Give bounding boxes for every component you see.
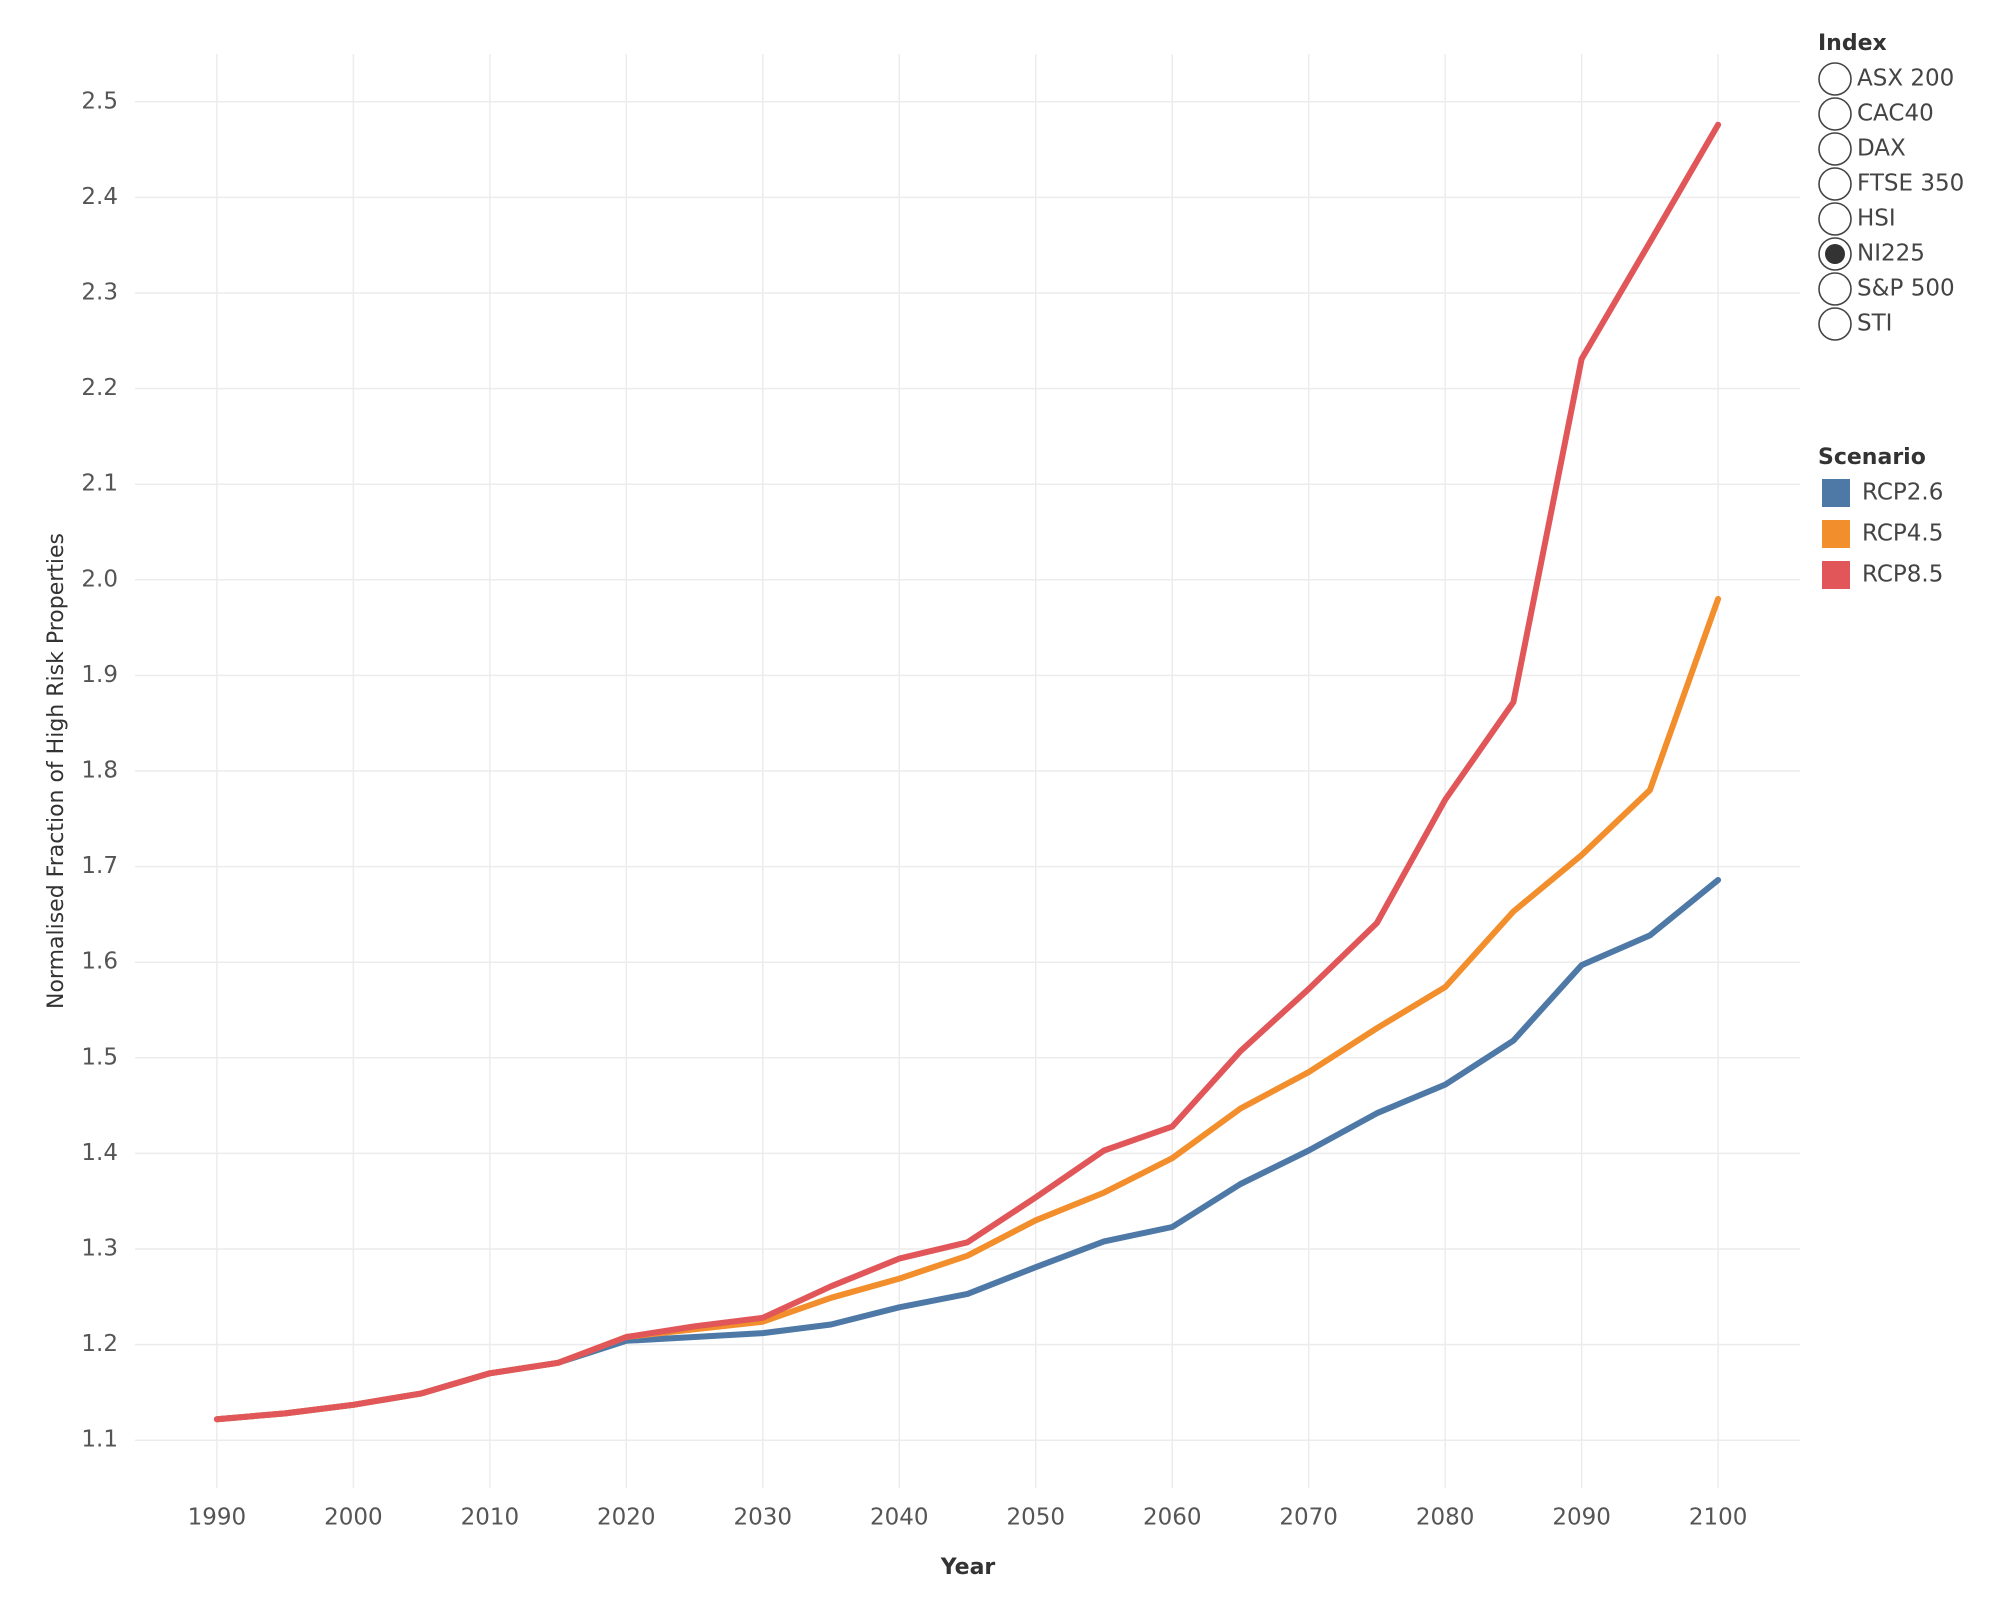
x-tick-label: 2060 xyxy=(1143,1505,1202,1531)
x-tick-label: 2010 xyxy=(461,1505,520,1531)
legend-label: RCP2.6 xyxy=(1862,480,1943,506)
legend-swatch xyxy=(1822,561,1850,589)
x-tick-label: 1990 xyxy=(188,1505,247,1531)
legend-swatch xyxy=(1822,479,1850,507)
legend-title: Scenario xyxy=(1818,445,1926,470)
radio-button[interactable] xyxy=(1818,97,1852,131)
x-tick-label: 2040 xyxy=(870,1505,929,1531)
radio-label: FTSE 350 xyxy=(1857,171,1964,197)
radio-option[interactable]: STI xyxy=(1818,307,1892,341)
x-tick-label: 2030 xyxy=(734,1505,793,1531)
filter-title: Index xyxy=(1818,31,1887,56)
x-tick-label: 2050 xyxy=(1006,1505,1065,1531)
x-tick-label: 2100 xyxy=(1689,1505,1748,1531)
x-tick-label: 2070 xyxy=(1279,1505,1338,1531)
radio-option[interactable]: FTSE 350 xyxy=(1818,167,1964,201)
radio-button[interactable] xyxy=(1818,62,1852,96)
x-tick-label: 2000 xyxy=(324,1505,383,1531)
radio-button[interactable] xyxy=(1818,132,1852,166)
radio-label: S&P 500 xyxy=(1857,276,1955,302)
y-axis-title: Normalised Fraction of High Risk Propert… xyxy=(44,533,69,1009)
y-tick-label: 1.1 xyxy=(81,1427,118,1453)
radio-option[interactable]: NI225 xyxy=(1818,237,1925,271)
radio-option[interactable]: DAX xyxy=(1818,132,1906,166)
radio-dot xyxy=(1825,244,1845,264)
radio-button[interactable] xyxy=(1818,307,1852,341)
y-tick-label: 2.5 xyxy=(81,88,118,114)
legend-swatch xyxy=(1822,520,1850,548)
y-tick-label: 2.3 xyxy=(81,280,118,306)
y-tick-label: 1.2 xyxy=(81,1331,118,1357)
x-tick-label: 2020 xyxy=(597,1505,656,1531)
y-tick-label: 2.4 xyxy=(81,184,118,210)
y-tick-label: 1.4 xyxy=(81,1140,118,1166)
y-tick-label: 2.2 xyxy=(81,375,118,401)
radio-option[interactable]: ASX 200 xyxy=(1818,62,1954,96)
y-tick-label: 1.3 xyxy=(81,1236,118,1262)
radio-option[interactable]: CAC40 xyxy=(1818,97,1934,131)
radio-button[interactable] xyxy=(1818,272,1852,306)
y-tick-label: 1.9 xyxy=(81,662,118,688)
radio-label: STI xyxy=(1857,311,1892,337)
radio-label: ASX 200 xyxy=(1857,66,1954,92)
radio-option[interactable]: HSI xyxy=(1818,202,1896,236)
y-tick-label: 2.0 xyxy=(81,566,118,592)
x-tick-label: 2080 xyxy=(1416,1505,1475,1531)
radio-button[interactable] xyxy=(1818,167,1852,201)
line-series xyxy=(213,121,1722,1423)
line-series xyxy=(213,877,1722,1423)
radio-option[interactable]: S&P 500 xyxy=(1818,272,1955,306)
y-tick-label: 1.7 xyxy=(81,853,118,879)
radio-label: DAX xyxy=(1857,136,1906,162)
legend-label: RCP8.5 xyxy=(1862,562,1943,588)
radio-label: CAC40 xyxy=(1857,101,1934,127)
x-axis-title: Year xyxy=(940,1555,996,1580)
x-tick-label: 2090 xyxy=(1552,1505,1611,1531)
legend-label: RCP4.5 xyxy=(1862,521,1943,547)
radio-button[interactable] xyxy=(1818,202,1852,236)
y-tick-label: 1.5 xyxy=(81,1044,118,1070)
y-tick-label: 2.1 xyxy=(81,471,118,497)
radio-label: NI225 xyxy=(1857,241,1925,267)
y-tick-label: 1.6 xyxy=(81,949,118,975)
radio-label: HSI xyxy=(1857,206,1896,232)
y-tick-label: 1.8 xyxy=(81,758,118,784)
